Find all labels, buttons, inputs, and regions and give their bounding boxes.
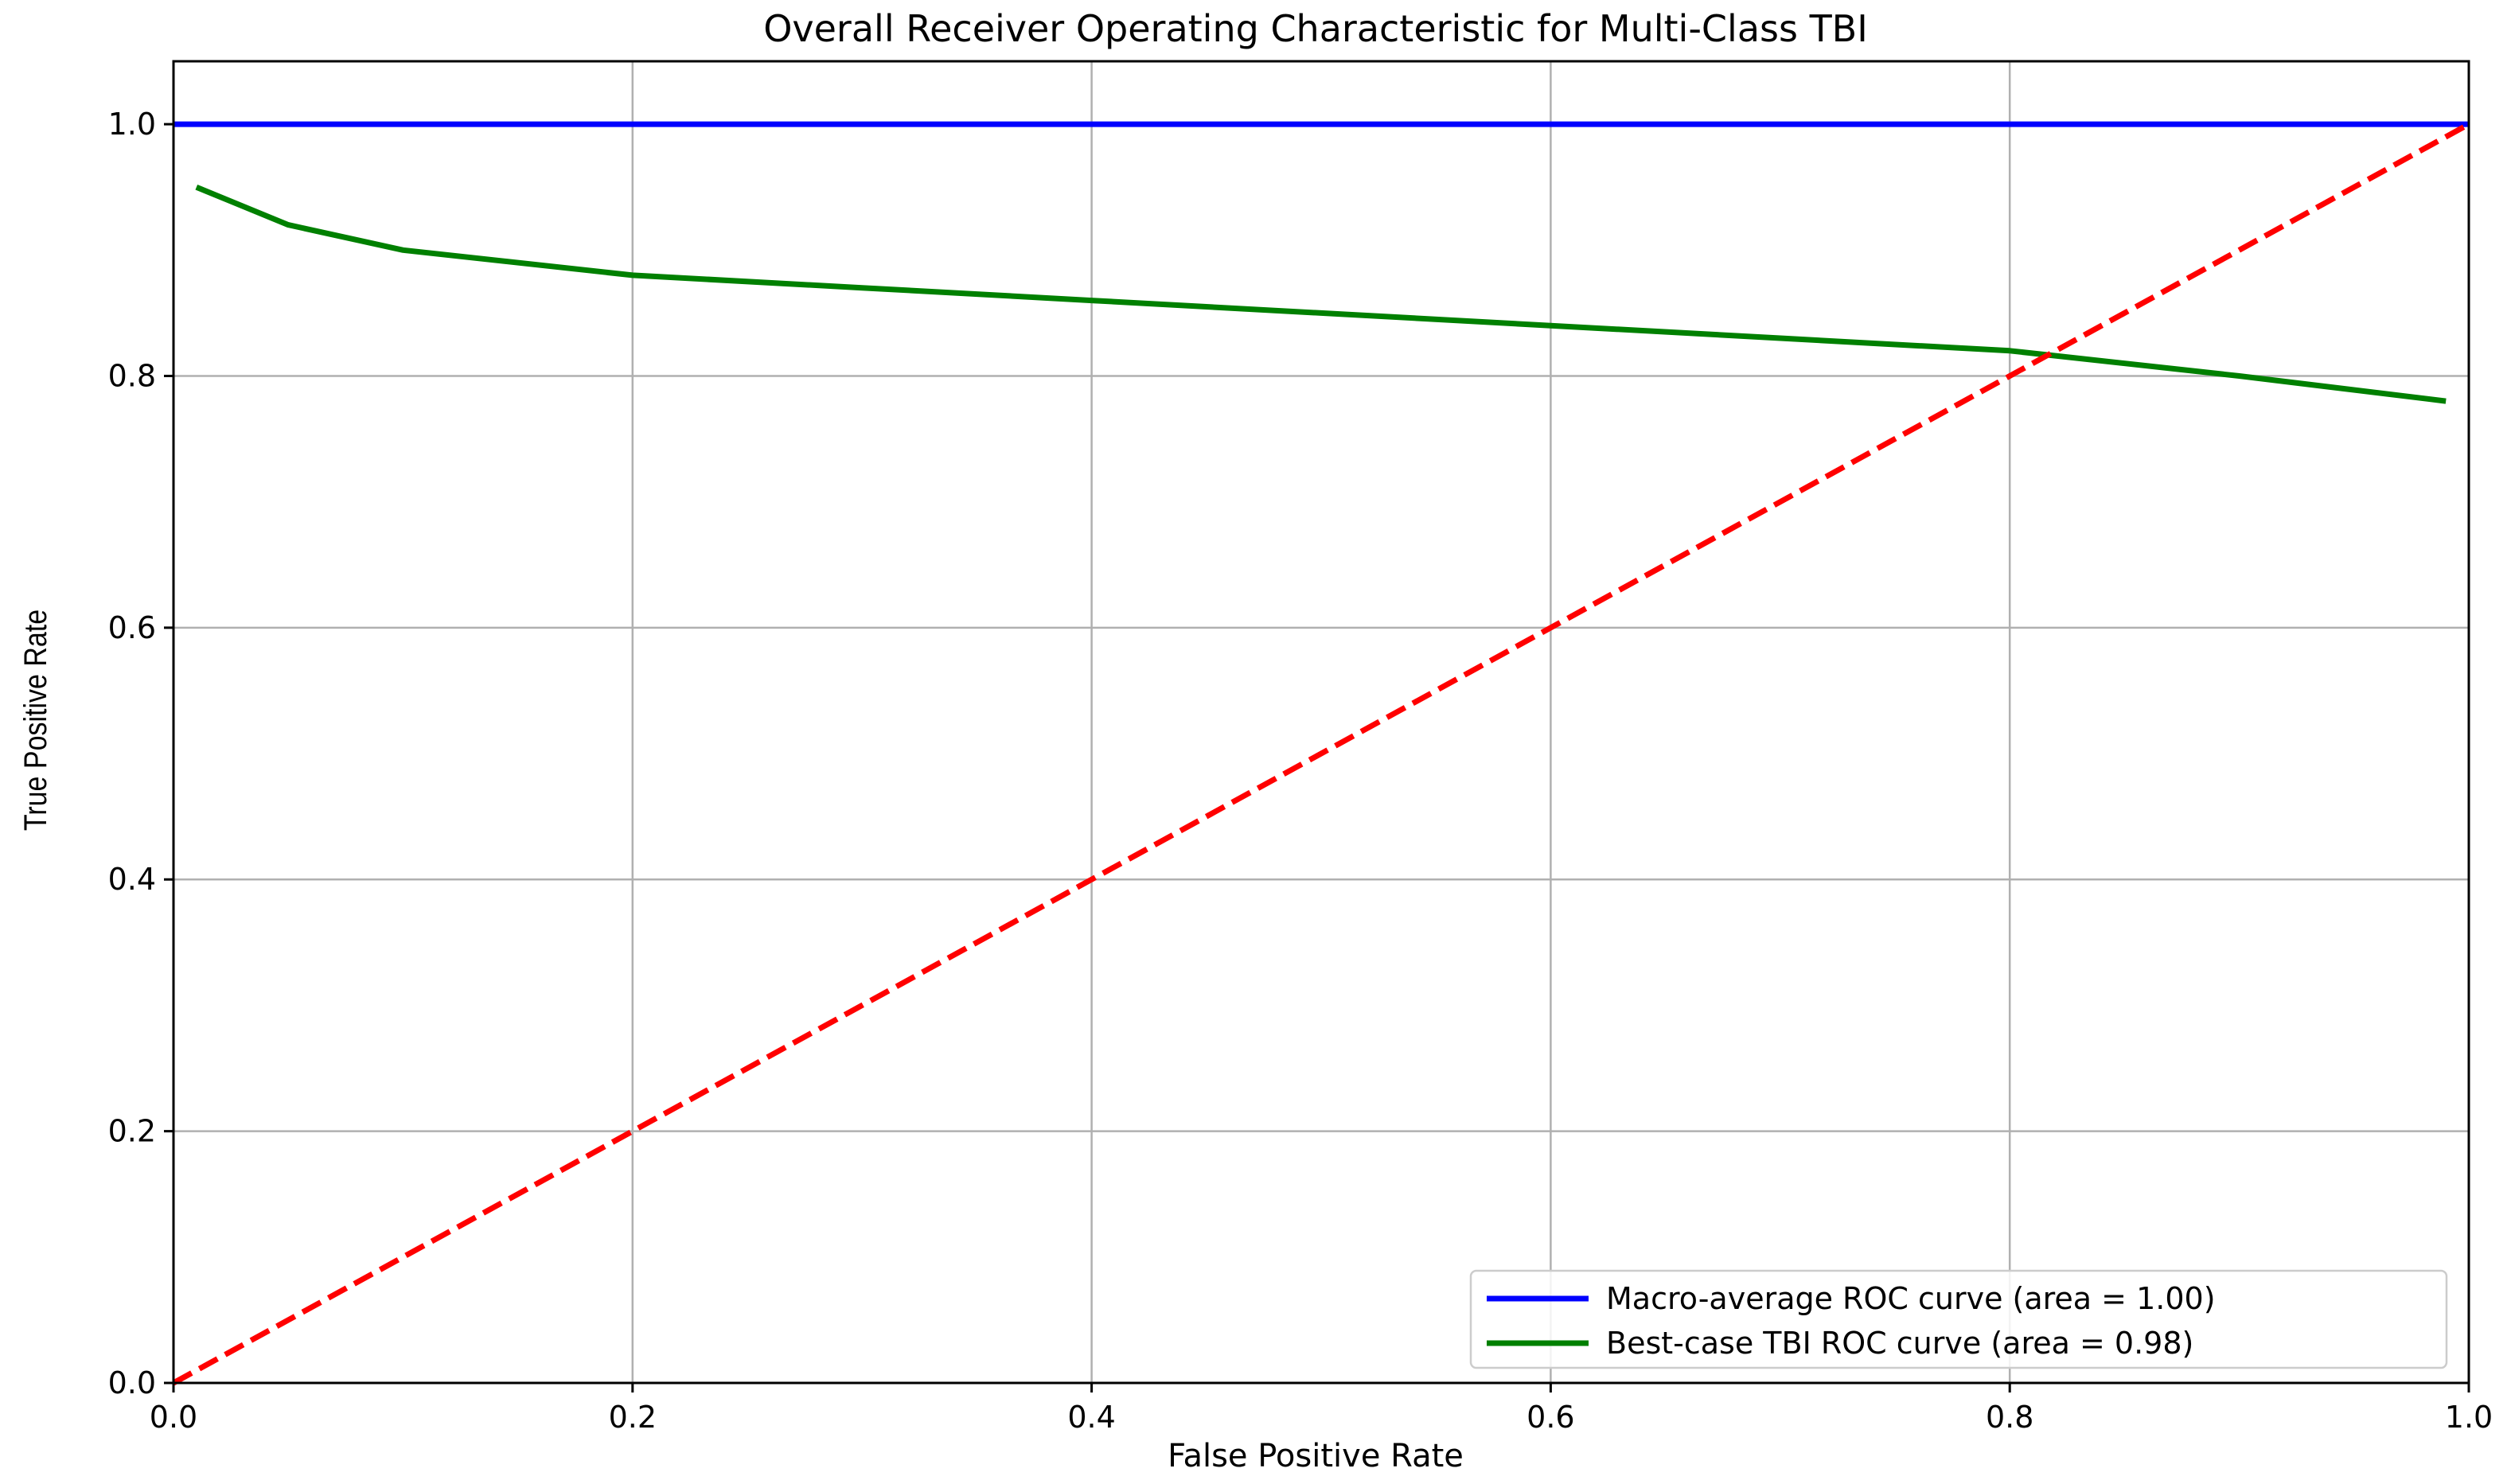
chart-title: Overall Receiver Operating Characteristi… bbox=[763, 7, 1868, 50]
x-tick-label: 0.4 bbox=[1067, 1400, 1115, 1435]
legend-box bbox=[1469, 1269, 2448, 1369]
legend: Macro-average ROC curve (area = 1.00) Bes… bbox=[1469, 1269, 2448, 1369]
y-tick-label: 0.8 bbox=[108, 358, 156, 393]
x-tick-label: 0.2 bbox=[609, 1400, 657, 1435]
legend-label: Best-case TBI ROC curve (area = 0.98) bbox=[1606, 1326, 2193, 1361]
series-line-3 bbox=[172, 122, 2470, 1386]
legend-label: Macro-average ROC curve (area = 1.00) bbox=[1606, 1281, 2216, 1316]
y-tick-label: 0.0 bbox=[108, 1365, 156, 1400]
x-tick-label: 0.0 bbox=[150, 1400, 197, 1435]
x-axis-label: False Positive Rate bbox=[1168, 1438, 1464, 1474]
y-tick-label: 0.4 bbox=[108, 862, 156, 897]
y-tick-label: 1.0 bbox=[108, 107, 156, 142]
series-lines bbox=[172, 121, 2470, 1386]
y-tick-label: 0.6 bbox=[108, 610, 156, 645]
x-tick-label: 0.8 bbox=[1986, 1400, 2033, 1435]
y-axis-label: True Positive Rate bbox=[17, 610, 53, 831]
y-tick-label: 0.2 bbox=[108, 1114, 156, 1149]
plot-frame bbox=[172, 60, 2470, 1385]
x-tick-label: 0.6 bbox=[1526, 1400, 1574, 1435]
axis-ticks: 0.0 0.2 0.4 0.6 0.8 1.0 0.0 0.2 0.4 0.6 0.8 1.0 bbox=[108, 107, 2493, 1435]
x-tick-label: 1.0 bbox=[2445, 1400, 2493, 1435]
